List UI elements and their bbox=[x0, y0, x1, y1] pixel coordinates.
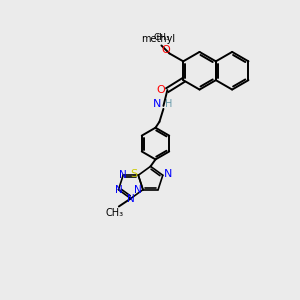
Text: N: N bbox=[153, 99, 162, 109]
Text: methyl: methyl bbox=[141, 34, 175, 44]
Text: N: N bbox=[127, 194, 135, 203]
Text: N: N bbox=[164, 169, 172, 179]
Text: S: S bbox=[130, 169, 137, 179]
Text: N: N bbox=[115, 184, 122, 195]
Text: N: N bbox=[119, 170, 127, 180]
Text: CH₃: CH₃ bbox=[106, 208, 124, 218]
Text: H: H bbox=[165, 99, 172, 109]
Text: O: O bbox=[156, 85, 165, 95]
Text: N: N bbox=[134, 184, 142, 195]
Text: CH₃: CH₃ bbox=[153, 33, 170, 42]
Text: O: O bbox=[161, 45, 170, 56]
